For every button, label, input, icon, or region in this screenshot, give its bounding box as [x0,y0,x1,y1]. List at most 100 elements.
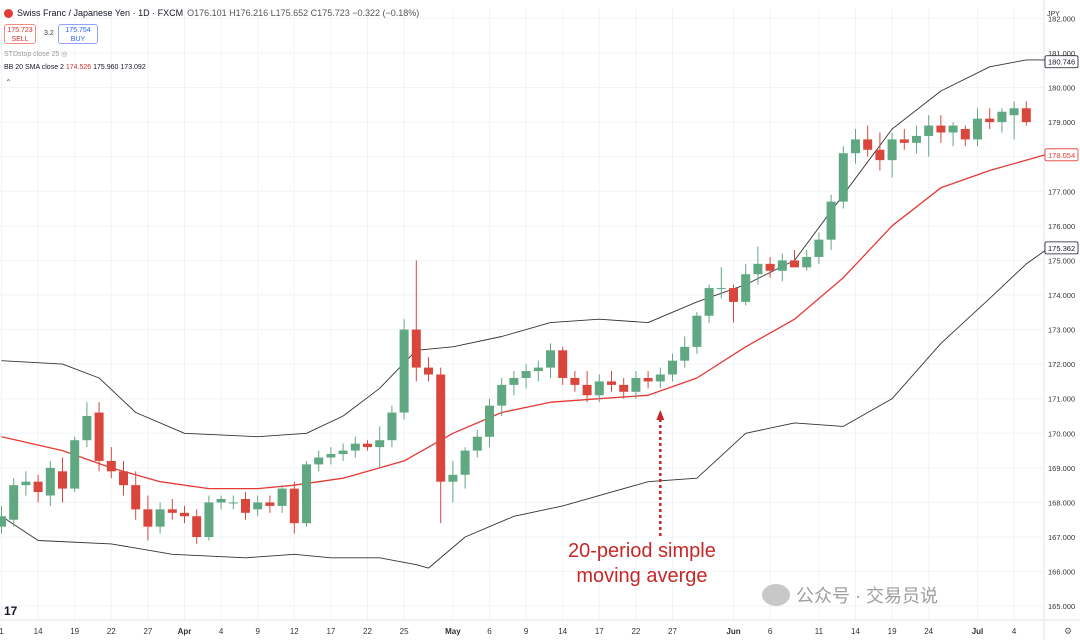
candle-body [387,412,397,441]
x-tick-label: 19 [70,627,79,636]
candle-body [521,371,531,378]
candle-body [0,516,6,527]
x-tick-label: 22 [363,627,372,636]
candle-body [448,474,458,482]
x-tick-label: Jul [972,627,984,636]
candle-body [936,125,946,133]
x-tick-label: 1 [0,627,4,636]
candle-body [655,374,665,382]
candle-body [558,350,568,378]
candle-body [887,139,897,161]
candle-body [131,485,141,510]
candle-body [204,502,214,538]
candle-body [302,464,311,524]
bb-lower-line [1,246,1051,569]
annotation-line-1: 20-period simple [568,540,716,562]
price-label-text: 180.746 [1048,58,1075,67]
candle-body [180,512,189,517]
candle-body [607,381,616,385]
watermark-text: 公众号 · 交易员说 [796,586,938,606]
candle-body [338,450,348,455]
volume-indicator[interactable]: STDstop close 25 ◎ [4,50,67,58]
candle-body [851,139,860,154]
candle-body [460,450,470,475]
x-tick-label: 12 [290,627,299,636]
candle-body [399,329,409,413]
candle-body [668,360,677,375]
candle-body [716,288,726,290]
candle-body [777,260,787,271]
candle-body [704,288,714,316]
candle-body [875,149,885,161]
candle-body [729,288,738,302]
candle-body [472,436,482,451]
y-tick-label: 171.000 [1048,395,1075,404]
candle-body [985,118,995,123]
bollinger-indicator[interactable]: BB 20 SMA close 2 174.526 175.960 173.09… [4,64,146,71]
price-label-box [1044,241,1079,255]
candle-body [753,263,763,275]
y-tick-label: 180.000 [1048,84,1075,93]
candle-body [802,256,812,268]
price-label-text: 178.054 [1048,151,1075,160]
x-tick-label: 17 [326,627,335,636]
candle-body [582,384,592,396]
price-label-text: 175.362 [1048,244,1075,253]
sell-button[interactable]: 175.723 SELL [4,24,36,44]
y-tick-label: 172.000 [1048,360,1075,369]
candle-body [241,498,250,513]
bb-label: BB 20 SMA close 2 [4,64,64,71]
x-tick-label: 17 [595,627,604,636]
candle-body [94,412,104,461]
settings-icon[interactable]: ⚙ [1064,626,1073,636]
candle-body [58,471,67,489]
candle-body [216,498,226,503]
sell-price: 175.723 [7,27,33,34]
collapse-chevron-icon[interactable]: ⌃ [5,78,12,87]
x-tick-label: 4 [219,627,224,636]
y-tick-label: 174.000 [1048,291,1075,300]
candle-body [826,201,836,240]
candle-body [411,329,421,368]
candle-body [643,377,653,382]
candle-body [45,467,55,496]
y-tick-label: 170.000 [1048,429,1075,438]
annotation-line-2: moving averge [576,565,708,587]
x-tick-label: 22 [631,627,640,636]
candle-body [1021,108,1031,123]
buy-price: 175.754 [65,27,91,34]
candle-body [997,111,1007,123]
candle-body [814,239,824,257]
x-tick-label: 11 [815,627,824,636]
y-tick-label: 167.000 [1048,533,1075,542]
candle-body [265,502,275,506]
tradingview-logo[interactable]: 17 [4,604,18,618]
candle-body [1009,108,1019,116]
x-tick-label: 6 [487,627,492,636]
buy-label: BUY [70,36,86,43]
bb-lower-value: 173.092 [120,64,146,71]
candle-body [350,443,360,451]
volume-indicator-label: STDstop close 25 [4,51,60,58]
candle-body [289,488,299,524]
candle-body [326,454,336,458]
candle-body [619,384,629,392]
candle-body [363,443,372,448]
candle-body [631,377,641,392]
eye-icon[interactable]: ◎ [61,51,68,58]
buy-button[interactable]: 175.754 BUY [58,24,98,44]
sma20-line [1,152,1051,490]
candle-body [533,367,543,372]
candle-body [424,367,433,375]
x-tick-label: 25 [400,627,409,636]
x-tick-label: 14 [558,627,567,636]
candle-body [594,381,604,396]
x-tick-label: 9 [524,627,529,636]
spread-value: 3.2 [44,30,54,37]
x-tick-label: 14 [34,627,43,636]
bb-mid-value: 174.526 [65,64,92,71]
candle-body [924,125,934,136]
symbol-title[interactable]: Swiss Franc / Japanese Yen · 1D · FXCM [17,8,184,18]
y-tick-label: 165.000 [1048,602,1075,611]
